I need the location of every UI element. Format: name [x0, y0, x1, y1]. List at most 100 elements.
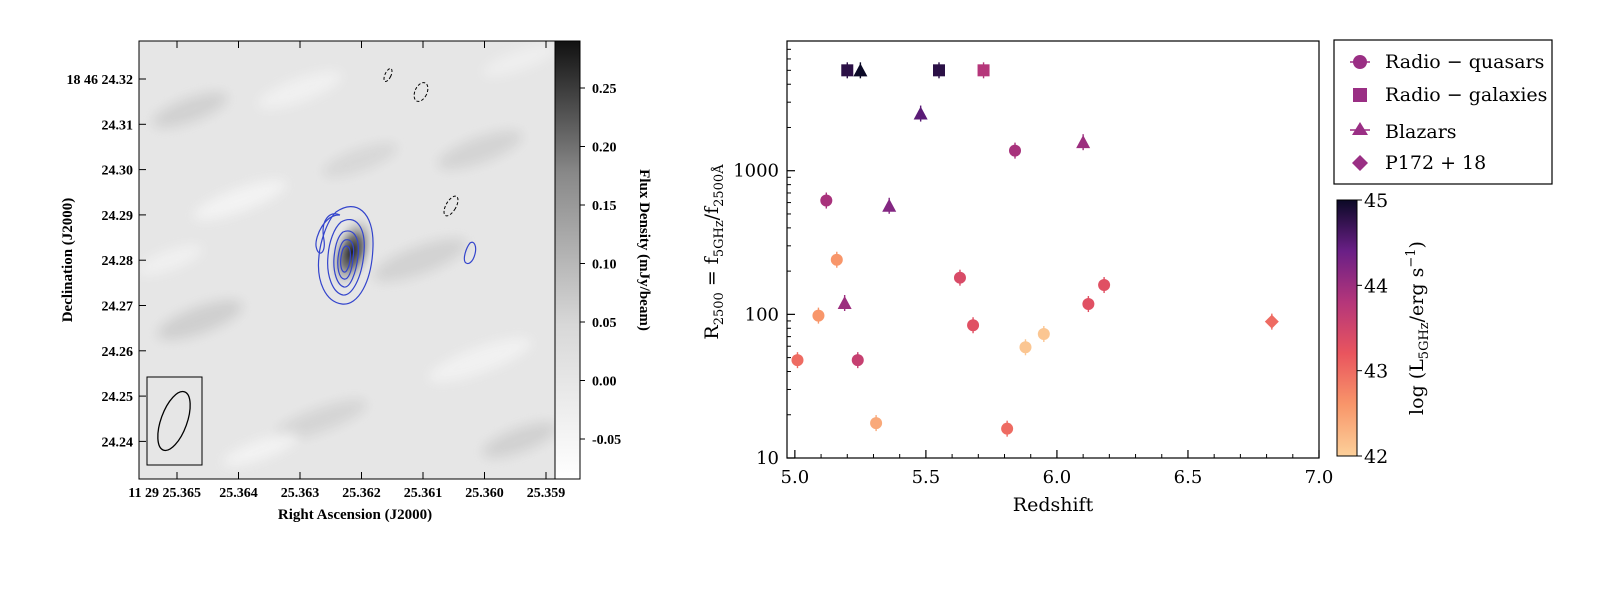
marker-circle: [1019, 341, 1032, 354]
ra-tick-label: 25.361: [404, 486, 443, 501]
data-point-circle: [812, 307, 825, 324]
ra-tick-label: 25.362: [342, 486, 381, 501]
positive-contours: [315, 206, 477, 305]
radio-loudness-scatter-panel: 5.0 5.5 6.0 6.5 7.0 10 100 1000 Redshift R2500…: [701, 39, 1553, 516]
marker-circle: [870, 417, 883, 430]
legend-diamond-marker: [1352, 155, 1368, 171]
marker-circle: [967, 319, 980, 332]
ra-ticks: 11 29 25.365 25.364 25.363 25.362 25.361 25.3…: [128, 41, 565, 501]
flux-colorbar-tick-label: -0.05: [592, 433, 621, 448]
luminosity-colorbar-ticks: 45 44 43 42: [1357, 190, 1388, 468]
ra-tick-label: 11 29 25.365: [128, 486, 201, 501]
legend-triangle-marker: [1352, 122, 1368, 135]
marker-circle: [851, 354, 864, 367]
ra-tick-label: 25.364: [219, 486, 258, 501]
legend-label-blazars: Blazars: [1385, 121, 1457, 143]
marker-triangle: [837, 295, 852, 309]
dec-tick-label: 24.27: [102, 300, 134, 315]
marker-triangle: [853, 63, 868, 77]
source-emission: [327, 213, 377, 291]
marker-circle: [812, 309, 825, 322]
marker-square: [841, 64, 854, 77]
flux-colorbar-tick-label: 0.00: [592, 375, 617, 390]
loudness-tick-label: 1000: [733, 161, 779, 182]
data-point-circle: [820, 192, 833, 209]
luminosity-colorbar-label: log (L5GHz/erg s−1): [1404, 241, 1432, 415]
flux-colorbar-tick-label: 0.15: [592, 199, 617, 214]
loudness-ticks: 10 100 1000: [733, 40, 795, 469]
negative-contours: [383, 68, 459, 217]
data-point-circle: [967, 317, 980, 334]
marker-diamond: [1264, 314, 1279, 329]
legend: Radio − quasars Radio − galaxies Blazars…: [1333, 39, 1553, 185]
luminosity-colorbar-tick-label: 43: [1364, 361, 1388, 383]
flux-colorbar-tick-label: 0.20: [592, 141, 617, 156]
legend-box: [1333, 39, 1553, 185]
data-point-circle: [953, 269, 966, 286]
luminosity-colorbar-tick-label: 42: [1364, 446, 1388, 468]
flux-colorbar-tick-label: 0.25: [592, 82, 617, 97]
dec-tick-label: 24.25: [102, 390, 134, 405]
luminosity-colorbar-tick-label: 45: [1364, 190, 1388, 212]
legend-label-quasars: Radio − quasars: [1385, 51, 1544, 73]
marker-circle: [953, 271, 966, 284]
ra-tick-label: 25.359: [527, 486, 566, 501]
data-point-square: [841, 62, 854, 79]
marker-circle: [1082, 298, 1095, 311]
marker-circle: [1001, 422, 1014, 435]
dec-tick-label: 24.26: [102, 345, 134, 360]
data-point-circle: [851, 352, 864, 369]
data-point-circle: [1009, 142, 1021, 159]
data-point-circle: [870, 415, 883, 432]
data-point-circle: [830, 251, 843, 268]
marker-circle: [1009, 144, 1021, 157]
marker-triangle: [913, 106, 928, 120]
data-point-diamond: [1264, 313, 1279, 330]
marker-square: [933, 64, 945, 77]
data-point-circle: [1082, 296, 1095, 313]
data-point-triangle: [913, 105, 928, 122]
marker-circle: [791, 354, 804, 367]
dec-tick-label: 24.30: [102, 164, 134, 179]
redshift-tick-label: 5.0: [781, 467, 810, 488]
marker-triangle: [882, 198, 897, 212]
data-point-triangle: [882, 197, 897, 214]
map-image: [139, 41, 563, 479]
redshift-tick-label: 6.5: [1174, 467, 1203, 488]
loudness-tick-label: 10: [756, 448, 779, 469]
redshift-tick-label: 7.0: [1305, 467, 1334, 488]
ra-tick-label: 25.360: [465, 486, 504, 501]
data-point-square: [977, 62, 990, 79]
data-point-triangle: [837, 294, 852, 311]
data-point-circle: [1019, 339, 1032, 356]
legend-square-marker: [1353, 88, 1367, 102]
marker-circle: [830, 253, 843, 266]
dec-tick-label: 24.29: [102, 209, 134, 224]
flux-colorbar-tick-label: 0.10: [592, 258, 617, 273]
marker-circle: [820, 194, 833, 207]
beam-ellipse-box: [146, 376, 203, 466]
marker-square: [977, 64, 990, 77]
loudness-tick-label: 100: [745, 304, 779, 325]
legend-label-p172: P172 + 18: [1385, 152, 1486, 174]
luminosity-colorbar: [1336, 199, 1358, 457]
redshift-ticks: 5.0 5.5 6.0 6.5 7.0: [781, 450, 1334, 488]
ra-axis-label: Right Ascension (J2000): [278, 507, 432, 523]
data-point-square: [933, 62, 945, 79]
radio-map-panel: 11 29 25.365 25.364 25.363 25.362 25.361 25.3…: [60, 40, 652, 523]
flux-colorbar-label: Flux Density (mJy/beam): [636, 169, 652, 331]
redshift-tick-label: 6.0: [1043, 467, 1072, 488]
redshift-axis-label: Redshift: [1013, 494, 1094, 516]
data-point-circle: [1037, 325, 1050, 342]
data-point-circle: [1098, 277, 1111, 294]
marker-circle: [1098, 279, 1111, 292]
loudness-axis-label: R2500 = f5GHz/f2500Å: [701, 164, 727, 340]
data-point-circle: [791, 352, 804, 369]
flux-colorbar-ticks: 0.25 0.20 0.15 0.10 0.05 0.00 -0.05: [580, 82, 621, 448]
dec-tick-label: 24.31: [102, 118, 134, 133]
dec-tick-label: 18 46 24.32: [67, 73, 134, 88]
data-point-triangle: [853, 62, 868, 79]
data-point-triangle: [1076, 134, 1091, 151]
data-point-circle: [1001, 420, 1014, 437]
